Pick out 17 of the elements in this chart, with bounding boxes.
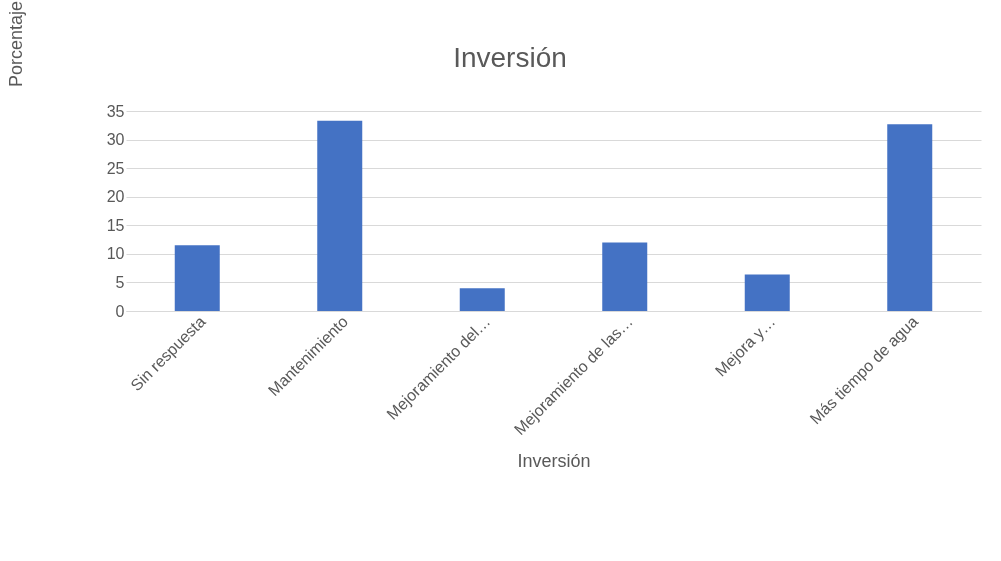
bar bbox=[887, 124, 933, 311]
y-tick-label: 5 bbox=[115, 273, 125, 291]
y-tick-label: 25 bbox=[106, 159, 125, 177]
y-tick-label: 30 bbox=[106, 131, 125, 149]
y-tick-label: 0 bbox=[115, 302, 125, 320]
bar bbox=[744, 274, 790, 311]
bar bbox=[602, 242, 648, 311]
y-tick-label: 10 bbox=[106, 245, 125, 263]
bar bbox=[459, 288, 505, 311]
y-tick-label: 15 bbox=[106, 216, 125, 234]
chart-title: Inversión bbox=[453, 42, 567, 73]
bar bbox=[317, 120, 363, 311]
y-tick-label: 20 bbox=[106, 188, 125, 206]
bar bbox=[174, 245, 220, 311]
x-axis-title: Inversión bbox=[517, 451, 591, 471]
y-tick-label: 35 bbox=[106, 102, 125, 120]
y-axis-title: Porcentaje bbox=[6, 1, 26, 88]
